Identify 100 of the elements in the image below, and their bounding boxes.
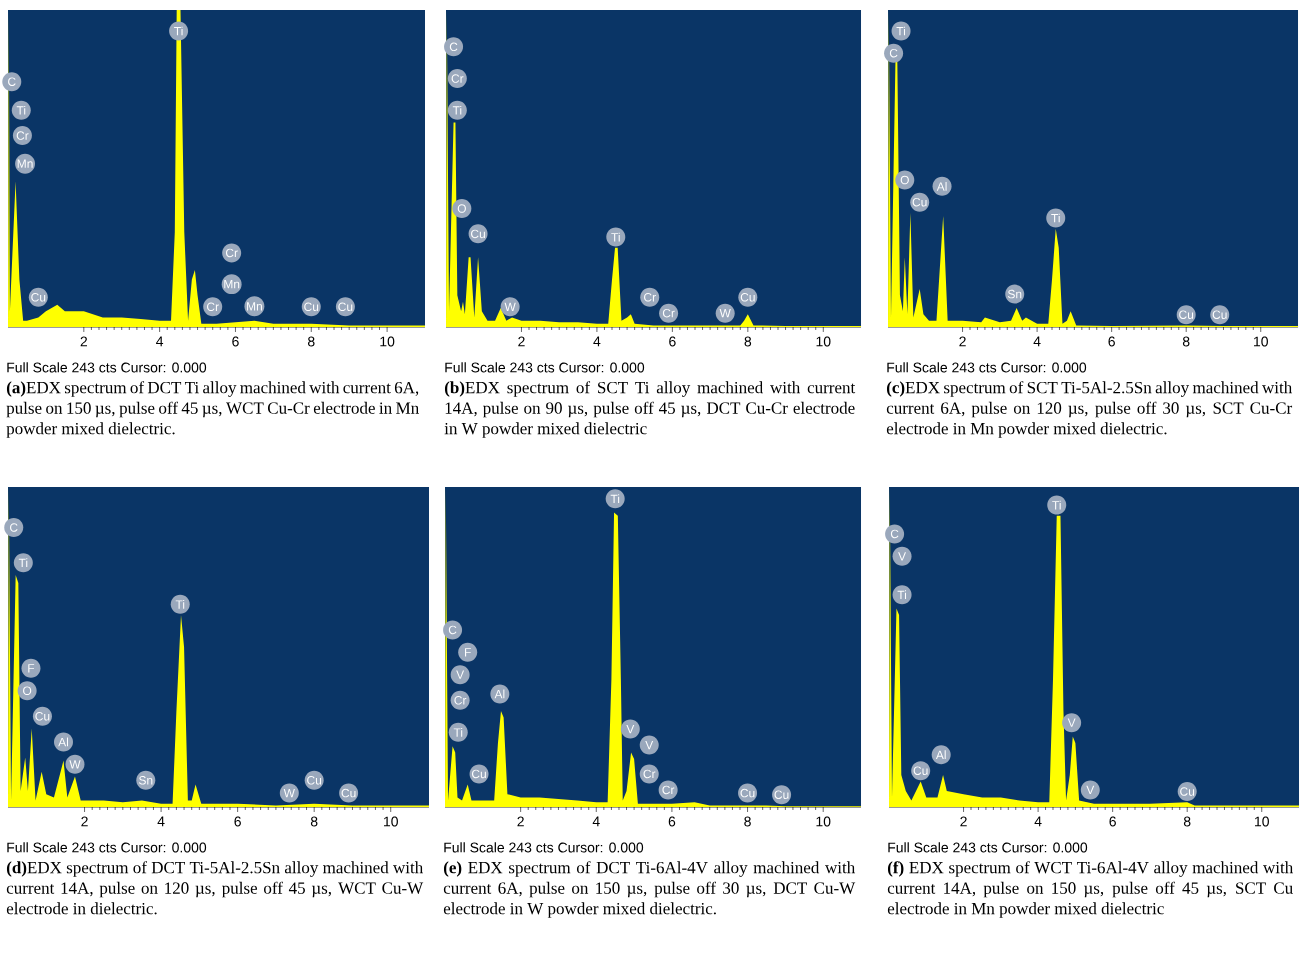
annotation: Cu <box>471 769 486 779</box>
annotation: Cr <box>454 696 467 705</box>
annotation: Cu <box>774 790 789 799</box>
text: (f) EDX spectrum of WCT Ti-6Al-4V alloy machined with current 14A, pulse on 150 µs, pulse off 45 µs, SCT Cu electrode in Mn powder mixed dielectric <box>887 861 1294 918</box>
annotation: Ti <box>610 494 620 504</box>
annotation: V <box>645 740 654 750</box>
x-tick-label: 4 <box>592 816 600 827</box>
text: (c)EDX spectrum of SCT Ti-5Al-2.5Sn alloy machined with current 6A, pulse on 120 µs, pulse off 30 µs, SCT Cu-Cr electrode in Mn powder mixed dielectric. <box>886 381 1293 438</box>
annotation: V <box>1086 785 1095 795</box>
x-tick-label: 2 <box>960 816 967 827</box>
annotation: Cr <box>643 769 656 779</box>
annotation: Sn <box>1007 289 1022 299</box>
x-tick-label: 8 <box>744 336 752 347</box>
annotation: Ti <box>896 26 906 36</box>
annotation: Ti <box>452 105 462 115</box>
x-tick-label: 8 <box>744 816 751 827</box>
x-tick-label: 4 <box>156 336 164 347</box>
x-tick-label: 6 <box>669 336 676 347</box>
annotation: F <box>465 648 471 657</box>
x-tick-label: 10 <box>384 816 398 827</box>
x-tick-label: 2 <box>518 336 525 347</box>
annotation: O <box>457 204 466 213</box>
annotation: Cr <box>662 308 675 318</box>
annotation: C <box>889 48 898 58</box>
annotation: Cu <box>31 293 46 302</box>
x-tick-label: 4 <box>157 816 165 827</box>
annotation: V <box>456 670 465 679</box>
annotation: Cu <box>913 766 928 775</box>
annotation: Cu <box>1179 310 1194 319</box>
annotation: V <box>1067 718 1076 727</box>
x-tick-label: 8 <box>310 816 318 827</box>
text: Full Scale 243 cts Cursor: 0.000 <box>887 362 1087 373</box>
annotation: Sn <box>138 776 153 785</box>
text: Full Scale 243 cts Cursor: 0.000 <box>888 842 1088 853</box>
annotation: W <box>283 788 295 798</box>
annotation: O <box>900 175 909 185</box>
x-tick-label: 2 <box>959 336 966 347</box>
annotation: Cu <box>1212 310 1227 319</box>
annotation: W <box>69 760 81 769</box>
annotation: C <box>10 523 18 532</box>
annotation: C <box>890 529 899 539</box>
annotation: Cr <box>662 785 675 795</box>
annotation: Ti <box>1051 213 1060 223</box>
text: Full Scale 243 cts Cursor: 0.000 <box>445 362 645 373</box>
annotation: Cu <box>740 293 755 302</box>
x-tick-label: 4 <box>593 336 601 347</box>
annotation: Al <box>58 737 69 747</box>
annotation: Ti <box>611 232 620 242</box>
x-tick-label: 6 <box>1109 816 1116 827</box>
annotation: Cr <box>206 302 219 312</box>
annotation: C <box>449 42 458 52</box>
annotation: V <box>626 724 635 734</box>
annotation: Cu <box>341 788 356 798</box>
x-tick-label: 6 <box>232 336 239 347</box>
text: (e) EDX spectrum of DCT Ti-6Al-4V alloy machined with current 6A, pulse on 150 µs, pulse off 30 µs, DCT Cu-W electrode in W powder mixed dielectric. <box>443 861 856 918</box>
annotation: Cu <box>471 229 485 239</box>
text: (a)EDX spectrum of DCT Ti alloy machined with current 6A, pulse on 150 µs, pulse off 45 µs, WCT Cu-Cr electrode in Mn powder mixed dielectric. <box>6 381 419 438</box>
annotation: O <box>23 686 32 695</box>
x-tick-label: 10 <box>1254 336 1268 347</box>
x-tick-label: 4 <box>1034 816 1042 827</box>
x-tick-label: 6 <box>668 816 676 827</box>
annotation: Cu <box>338 302 353 312</box>
annotation: Mn <box>17 159 33 168</box>
annotation: Cu <box>304 302 319 312</box>
x-tick-label: 8 <box>1183 816 1191 827</box>
annotation: Cu <box>740 788 755 798</box>
annotation: Al <box>935 750 946 760</box>
annotation: W <box>719 309 731 318</box>
text: (d)EDX spectrum of DCT Ti-5Al-2.5Sn alloy machined with current 14A, pulse on 120 µs, pulse off 45 µs, WCT Cu-W electrode in dielectric. <box>6 861 424 915</box>
x-tick-label: 10 <box>816 336 831 347</box>
x-tick-label: 8 <box>1182 336 1190 347</box>
annotation: C <box>8 77 16 86</box>
annotation: Cu <box>307 776 322 785</box>
annotation: Cr <box>225 248 238 258</box>
x-tick-label: 10 <box>1255 816 1269 827</box>
annotation: C <box>448 625 457 635</box>
x-tick-label: 2 <box>517 816 524 827</box>
x-tick-label: 4 <box>1033 336 1041 347</box>
text: (b)EDX spectrum of SCT Ti alloy machined with current 14A, pulse on 90 µs, pulse off 45 µs, DCT Cu-Cr electrode in W powder mixed dielectric <box>444 381 856 438</box>
annotation: Ti <box>453 727 463 737</box>
annotation: Ti <box>175 599 185 609</box>
text: Full Scale 243 cts Cursor: 0.000 <box>7 842 207 853</box>
text: Full Scale 243 cts Cursor: 0.000 <box>444 842 644 853</box>
x-tick-label: 10 <box>380 336 395 347</box>
x-tick-label: 6 <box>234 816 241 827</box>
annotation: Ti <box>16 105 26 115</box>
annotation: Mn <box>247 302 262 311</box>
annotation: Cu <box>912 197 927 207</box>
x-tick-label: 8 <box>307 336 315 347</box>
x-tick-label: 10 <box>816 816 831 827</box>
annotation: Al <box>494 689 505 699</box>
annotation: Cr <box>16 131 29 140</box>
annotation: W <box>504 302 516 311</box>
annotation: Al <box>936 181 947 191</box>
annotation: Ti <box>897 590 907 600</box>
x-tick-label: 2 <box>81 816 88 827</box>
annotation: Ti <box>18 558 28 568</box>
annotation: Mn <box>224 280 240 289</box>
annotation: Cr <box>451 74 464 83</box>
annotation: Cr <box>644 293 656 302</box>
